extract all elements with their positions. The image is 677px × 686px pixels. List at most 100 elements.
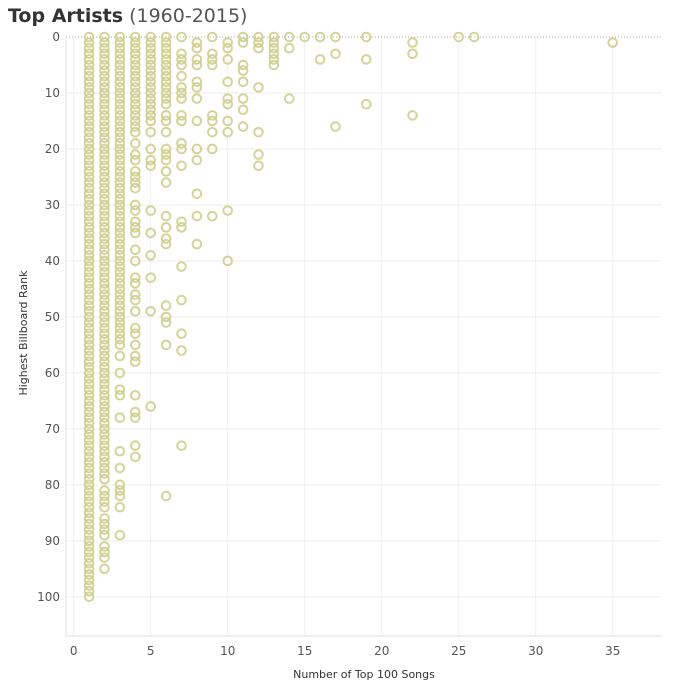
data-point <box>99 311 110 323</box>
data-point <box>130 54 141 65</box>
data-point <box>207 59 218 71</box>
data-point <box>145 98 156 110</box>
data-point <box>114 31 126 43</box>
data-point <box>114 244 126 256</box>
data-point <box>160 317 172 328</box>
data-point <box>83 580 95 591</box>
data-point <box>99 373 110 384</box>
data-point <box>222 126 234 138</box>
data-point <box>83 289 95 300</box>
data-point <box>114 445 126 457</box>
data-point <box>99 417 110 429</box>
data-point <box>314 31 326 43</box>
x-tick-label-25: 25 <box>451 644 466 658</box>
data-point <box>191 143 203 155</box>
data-point <box>83 115 95 127</box>
data-point <box>130 406 141 418</box>
data-point <box>268 37 280 48</box>
data-point <box>99 227 110 239</box>
chart-title: Top Artists (1960-2015) <box>8 5 247 27</box>
data-point <box>160 311 172 323</box>
data-point <box>83 132 95 144</box>
data-point <box>130 48 141 60</box>
data-point <box>114 160 126 172</box>
data-point <box>83 524 95 535</box>
data-point <box>99 490 110 502</box>
data-point <box>99 255 110 267</box>
data-point <box>99 177 110 188</box>
data-point <box>99 54 110 65</box>
data-point <box>130 42 141 54</box>
data-point <box>99 143 110 155</box>
data-point <box>130 154 141 166</box>
data-point <box>114 485 126 496</box>
data-point <box>83 300 95 312</box>
data-points <box>83 31 619 603</box>
data-point <box>130 451 141 463</box>
data-point <box>83 37 95 48</box>
data-point <box>160 210 172 222</box>
data-point <box>207 31 218 43</box>
data-point <box>83 261 95 272</box>
data-point <box>83 283 95 295</box>
data-point <box>160 115 172 127</box>
data-point <box>160 126 172 138</box>
data-point <box>83 278 95 289</box>
data-point <box>99 171 110 183</box>
data-point <box>222 42 234 54</box>
data-point <box>114 322 126 334</box>
x-tick-label-10: 10 <box>220 644 235 658</box>
data-point <box>114 334 126 345</box>
data-point <box>99 132 110 144</box>
data-point <box>114 199 126 211</box>
data-point <box>160 87 172 99</box>
data-point <box>191 154 203 166</box>
data-point <box>176 54 187 65</box>
data-point <box>130 272 141 284</box>
data-point <box>114 261 126 272</box>
data-point <box>83 182 95 194</box>
data-point <box>114 188 126 200</box>
data-point <box>99 126 110 138</box>
data-point <box>114 205 126 216</box>
data-point <box>407 48 418 60</box>
data-point <box>99 42 110 54</box>
data-point <box>83 110 95 121</box>
data-point <box>130 171 141 183</box>
data-point <box>83 406 95 418</box>
data-point <box>176 138 187 149</box>
y-axis-label: Highest Billboard Rank <box>17 270 30 396</box>
data-point <box>83 82 95 93</box>
data-point <box>99 82 110 93</box>
data-point <box>99 205 110 216</box>
data-point <box>222 115 234 127</box>
data-point <box>176 294 187 306</box>
data-point <box>191 59 203 71</box>
data-point <box>114 166 126 177</box>
axes <box>65 36 662 637</box>
data-point <box>207 48 218 60</box>
data-point <box>176 222 187 233</box>
data-point <box>145 37 156 48</box>
x-tick-label-0: 0 <box>70 644 78 658</box>
data-point <box>99 300 110 312</box>
data-point <box>99 334 110 345</box>
data-point <box>83 177 95 188</box>
data-point <box>130 87 141 99</box>
data-point <box>253 31 264 43</box>
data-point <box>160 490 172 502</box>
data-point <box>83 93 95 104</box>
data-point <box>114 149 126 160</box>
data-point <box>160 98 172 110</box>
data-point <box>83 445 95 457</box>
data-point <box>83 378 95 390</box>
data-point <box>114 115 126 127</box>
data-point <box>145 31 156 43</box>
data-point <box>83 339 95 351</box>
data-point <box>99 59 110 71</box>
data-point <box>237 65 249 76</box>
data-point <box>83 306 95 317</box>
data-point <box>83 434 95 446</box>
data-point <box>176 70 187 82</box>
data-point <box>361 54 372 65</box>
